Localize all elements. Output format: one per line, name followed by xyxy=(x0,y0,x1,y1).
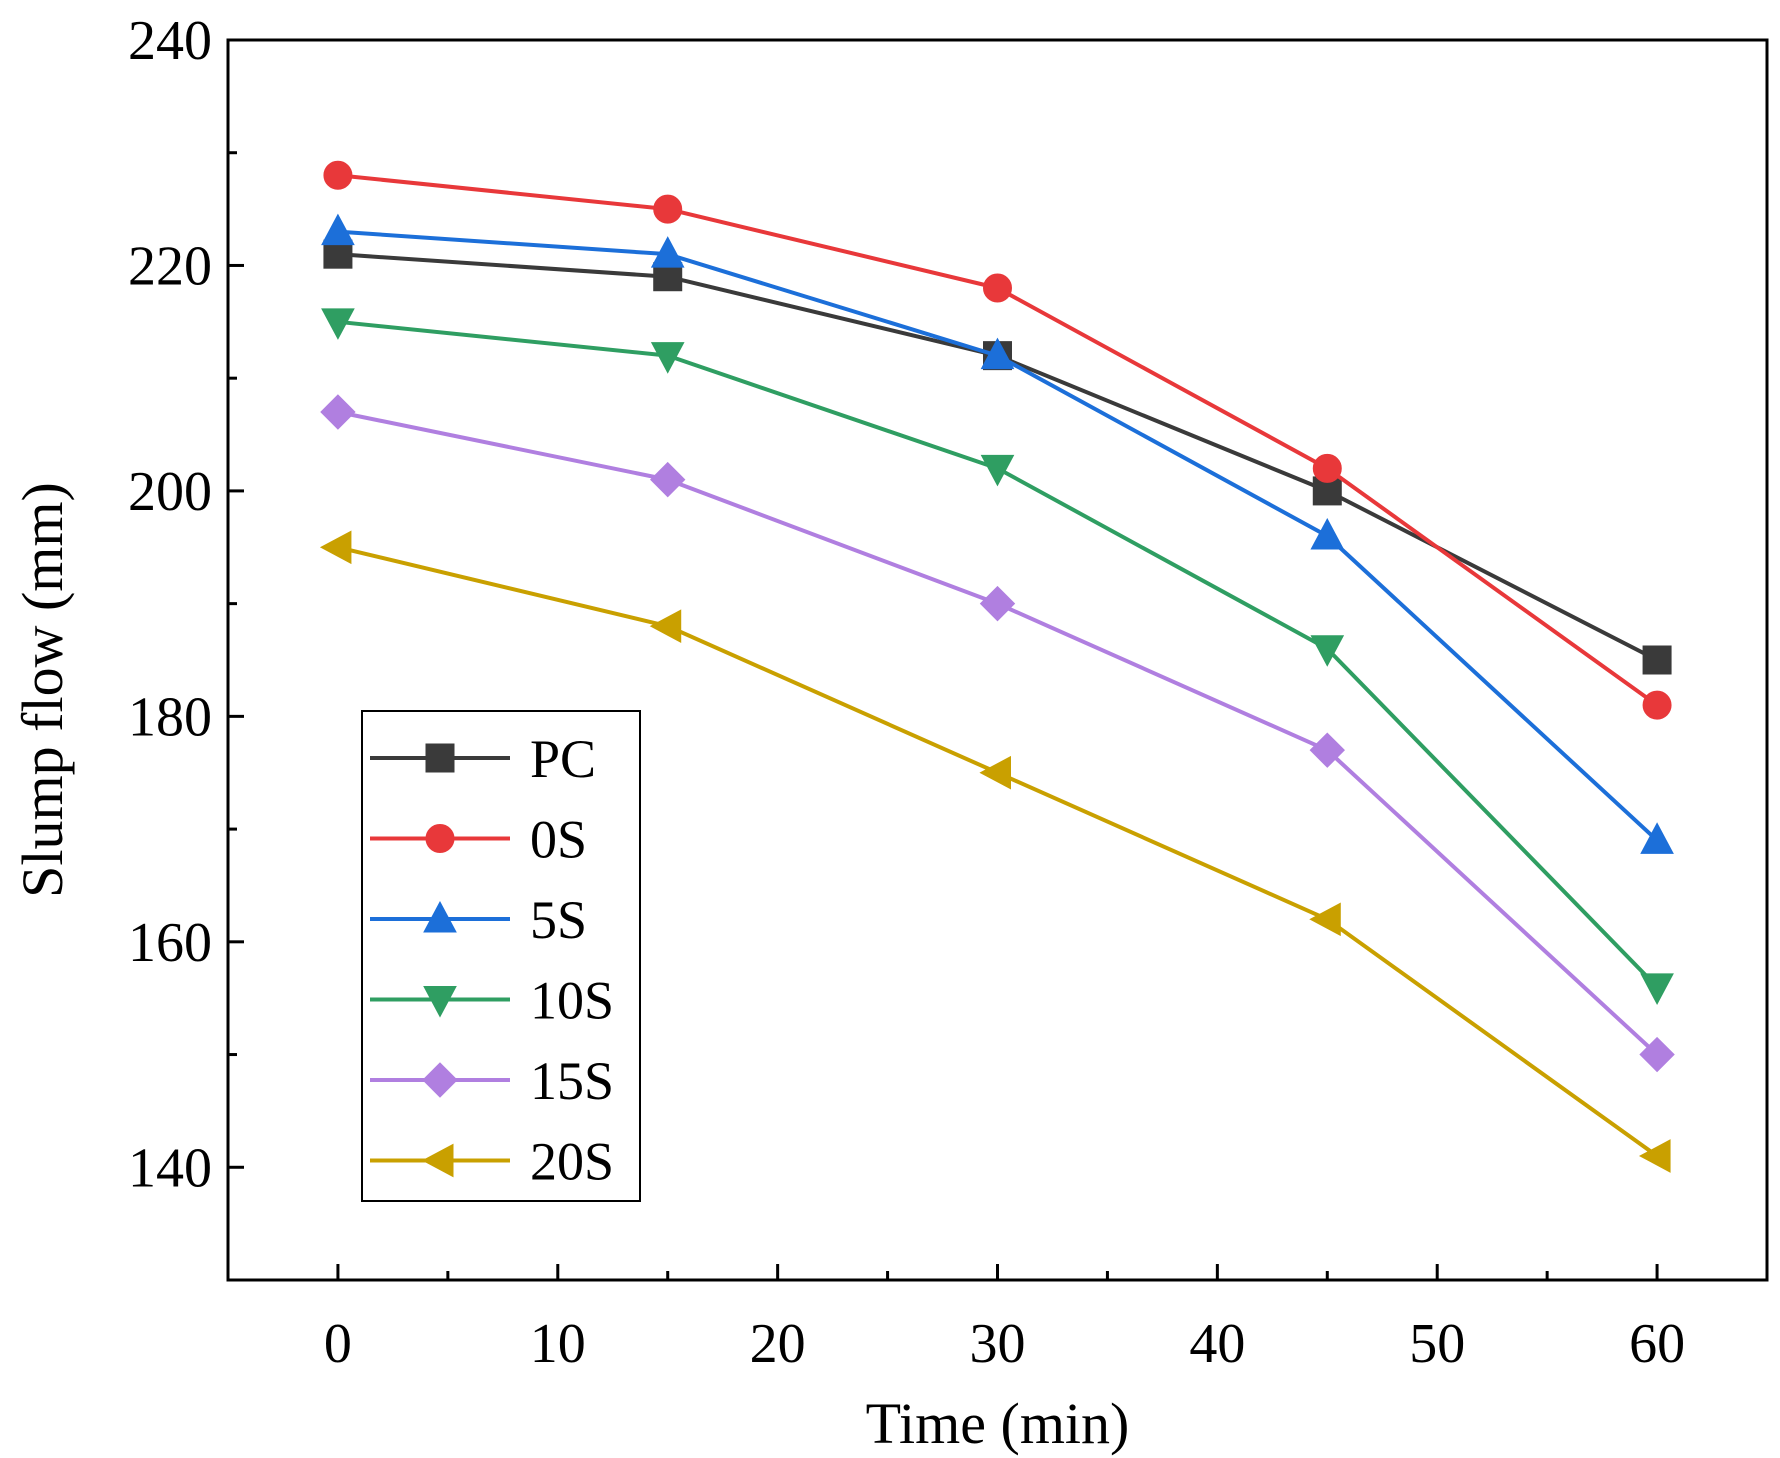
data-point-0s-15 xyxy=(653,194,683,224)
legend-label: 20S xyxy=(530,1132,614,1192)
legend-marker-10s xyxy=(423,986,457,1018)
y-tick-label: 140 xyxy=(128,1137,212,1199)
data-point-10s-60 xyxy=(1640,973,1674,1005)
x-axis-title: Time (min) xyxy=(866,1391,1130,1456)
data-point-20s-60 xyxy=(1639,1139,1671,1173)
legend-marker-5s xyxy=(423,900,457,933)
legend-entry-pc: PC xyxy=(370,729,596,789)
y-tick-label: 180 xyxy=(128,686,212,748)
data-point-10s-0 xyxy=(321,308,355,340)
legend-label: 10S xyxy=(530,971,614,1031)
legend-label: 0S xyxy=(530,810,587,870)
axis-ticks: 0 10 20 30 40 50 60 140 160 180 200 220 240 xyxy=(128,10,1685,1375)
series-5s xyxy=(321,213,1674,854)
legend-marker-15s xyxy=(422,1062,458,1098)
x-tick-label: 30 xyxy=(970,1313,1026,1375)
data-point-15s-45 xyxy=(1309,732,1345,768)
data-point-0s-30 xyxy=(983,273,1012,303)
legend-entry-10s: 10S xyxy=(370,971,614,1031)
y-tick-label: 200 xyxy=(128,461,212,523)
x-tick-label: 10 xyxy=(530,1313,586,1375)
x-tick-label: 0 xyxy=(324,1313,352,1375)
data-point-0s-45 xyxy=(1312,453,1342,483)
data-point-pc-60 xyxy=(1642,645,1672,675)
legend-entry-15s: 15S xyxy=(370,1051,614,1111)
series-15s xyxy=(320,394,1675,1073)
data-point-5s-45 xyxy=(1310,517,1345,550)
legend-entry-0s: 0S xyxy=(370,810,587,870)
series-layer xyxy=(319,160,1675,1173)
series-20s xyxy=(319,530,1671,1173)
data-point-20s-30 xyxy=(979,755,1011,790)
legend-marker-20s xyxy=(421,1143,454,1178)
data-point-0s-60 xyxy=(1642,690,1672,720)
x-tick-label: 40 xyxy=(1189,1313,1245,1375)
legend-entry-20s: 20S xyxy=(370,1132,614,1192)
legend-entry-5s: 5S xyxy=(370,890,587,950)
x-tick-label: 60 xyxy=(1629,1313,1685,1375)
y-tick-label: 160 xyxy=(128,912,212,974)
data-point-5s-15 xyxy=(650,236,685,268)
data-point-20s-45 xyxy=(1309,902,1341,937)
data-point-15s-0 xyxy=(320,394,356,430)
x-tick-label: 20 xyxy=(750,1313,806,1375)
x-tick-label: 50 xyxy=(1409,1313,1465,1375)
y-tick-label: 240 xyxy=(128,10,212,72)
legend-label: 15S xyxy=(530,1051,614,1111)
data-point-10s-15 xyxy=(650,342,685,374)
data-point-0s-0 xyxy=(323,160,353,190)
data-point-15s-15 xyxy=(650,461,686,498)
data-point-5s-60 xyxy=(1640,822,1674,854)
data-point-20s-15 xyxy=(649,609,682,644)
data-point-10s-45 xyxy=(1310,635,1345,667)
legend-box xyxy=(361,710,641,1202)
series-10s xyxy=(321,308,1674,1005)
series-0s xyxy=(323,160,1672,720)
legend: PC 0S 5S 10S 15S 20S xyxy=(361,710,641,1202)
legend-label: 5S xyxy=(530,890,587,950)
data-point-5s-0 xyxy=(321,213,355,246)
series-line-0s xyxy=(337,173,1659,707)
data-point-20s-0 xyxy=(319,530,352,565)
legend-marker-pc xyxy=(425,743,455,773)
legend-marker-0s xyxy=(425,824,455,853)
legend-label: PC xyxy=(530,729,596,789)
data-point-15s-30 xyxy=(979,585,1016,622)
data-point-5s-30 xyxy=(980,337,1015,370)
y-axis-title: Slump flow (mm) xyxy=(10,482,75,898)
y-tick-label: 220 xyxy=(128,235,212,297)
data-point-10s-30 xyxy=(980,454,1015,487)
data-point-15s-60 xyxy=(1639,1036,1675,1073)
